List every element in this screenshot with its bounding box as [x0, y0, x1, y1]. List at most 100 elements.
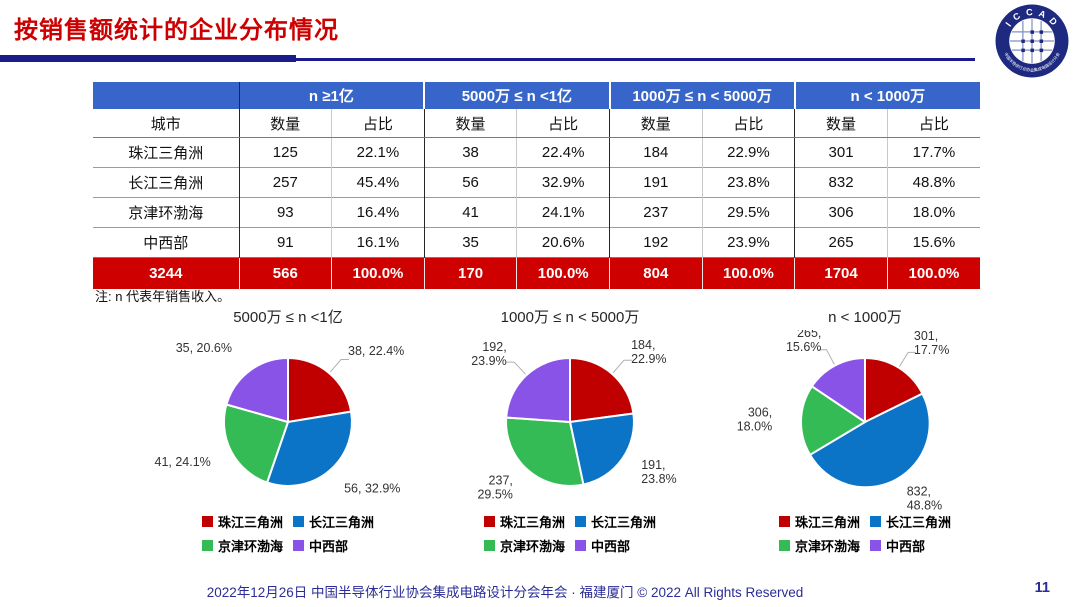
- legend-swatch-icon: [293, 540, 304, 551]
- pie-data-label: 265, 15.6%: [786, 330, 821, 354]
- column-group-header: n < 1000万: [793, 82, 980, 109]
- legend-label: 珠江三角洲: [794, 515, 860, 530]
- legend-label: 京津环渤海: [217, 539, 283, 554]
- table-total-row: 3244 566 100.0% 170 100.0% 804 100.0% 1704 100.0…: [93, 257, 980, 289]
- table-cell: 22.1%: [331, 137, 425, 168]
- legend-label: 长江三角洲: [591, 515, 657, 530]
- table-cell: 23.8%: [701, 167, 796, 198]
- table-row-city-cell: 长江三角洲: [93, 167, 240, 198]
- pie-block-3: n < 1000万 301, 17.7% 832, 48.8% 306, 18.0% 265…: [715, 306, 1015, 555]
- table-cell: 20.6%: [516, 227, 610, 258]
- pie-slice-珠江三角洲: [864, 356, 924, 423]
- table-row: 中西部 91 16.1% 35 20.6% 192 23.9% 265 15.6%: [93, 227, 980, 258]
- legend-item-京津环渤海: 京津环渤海: [778, 536, 860, 555]
- table-cell: 184: [643, 144, 669, 161]
- pie-data-label: 192, 23.9%: [471, 340, 506, 368]
- legend-label: 中西部: [591, 539, 631, 554]
- column-group-header: 5000万 ≤ n <1亿: [423, 82, 610, 109]
- legend-swatch-icon: [778, 540, 790, 551]
- legend-label: 珠江三角洲: [217, 515, 283, 530]
- pie-slice-长江三角洲: [809, 392, 931, 489]
- pie-data-label: 301, 17.7%: [914, 330, 949, 357]
- legend-item-珠江三角洲: 珠江三角洲: [201, 512, 283, 531]
- pie-slice-中西部: [810, 357, 866, 423]
- legend-label: 长江三角洲: [886, 515, 952, 530]
- legend-item-长江三角洲: 长江三角洲: [293, 512, 374, 531]
- table-cell: 41: [424, 197, 517, 228]
- city-column-header: 城市: [93, 109, 240, 138]
- table-cell: 192: [609, 227, 703, 258]
- pie-data-label: 832, 48.8%: [907, 484, 942, 512]
- share-subheader: 占比: [331, 109, 425, 138]
- pie-title-3: n < 1000万: [828, 309, 902, 326]
- legend-swatch-icon: [778, 516, 790, 527]
- table-row: 珠江三角洲 125 22.1% 38 22.4% 184 22.9% 301 17.7%: [93, 137, 980, 168]
- legend-swatch-icon: [483, 516, 495, 527]
- pie-chart-1: 38, 22.4% 56, 32.9% 41, 24.1% 35, 20.6%: [155, 341, 405, 496]
- table-row-city-cell: 中西部: [93, 227, 240, 258]
- legend-item-中西部: 中西部: [575, 536, 656, 555]
- table-cell: 832: [794, 167, 888, 198]
- column-group-header: 1000万 ≤ n < 5000万: [608, 82, 795, 109]
- table-cell: 191: [609, 167, 703, 198]
- pie-chart-2: 184, 22.9% 191, 23.8% 237, 29.5% 192, 23.9%: [471, 338, 676, 502]
- sales-distribution-table: n ≥1亿 5000万 ≤ n <1亿 1000万 ≤ n < 5000万 n < 1…: [93, 82, 980, 289]
- table-cell: 265: [794, 227, 888, 258]
- table-cell: 56: [424, 167, 517, 198]
- column-group-header: n ≥1亿: [239, 82, 425, 109]
- pie-data-label: 35, 20.6%: [176, 341, 232, 355]
- title-underline-thick: [0, 55, 296, 62]
- table-cell: 16.4%: [331, 197, 425, 228]
- table-cell: 100.0%: [886, 257, 980, 289]
- legend-swatch-icon: [483, 540, 495, 551]
- label-leader-line: [898, 351, 917, 367]
- footer-text: 2022年12月26日 中国半导体行业协会集成电路设计分会年会 · 福建厦门 ©…: [206, 585, 804, 600]
- table-total-row-city-cell: 3244: [93, 257, 239, 289]
- legend-label: 中西部: [309, 539, 349, 554]
- pie-slice-京津环渤海: [505, 416, 585, 488]
- pie-slice-长江三角洲: [569, 412, 635, 486]
- table-cell: 1704: [794, 257, 888, 289]
- legend-swatch-icon: [293, 516, 304, 527]
- legend-swatch-icon: [870, 516, 881, 527]
- table-cell: 45.4%: [331, 167, 425, 198]
- pie-block-1: 5000万 ≤ n <1亿 38, 22.4% 56, 32.9% 41, 24.1…: [138, 306, 438, 555]
- pie-legend-3: 珠江三角洲 长江三角洲京津环渤海 中西部: [778, 512, 951, 555]
- table-cell: 237: [609, 197, 703, 228]
- table-cell: 100.0%: [516, 257, 610, 289]
- legend-item-中西部: 中西部: [293, 536, 374, 555]
- legend-item-珠江三角洲: 珠江三角洲: [778, 512, 860, 531]
- title-underline-thin: [296, 58, 975, 61]
- share-subheader: 占比: [516, 109, 610, 138]
- pie-legend-1: 珠江三角洲 长江三角洲 京津环渤海 中西部: [201, 512, 374, 555]
- pie-slice-中西部: [225, 357, 289, 423]
- table-cell: 125: [272, 144, 298, 161]
- legend-item-中西部: 中西部: [870, 536, 951, 555]
- table-group-header-row: n ≥1亿 5000万 ≤ n <1亿 1000万 ≤ n < 5000万 n < 1…: [93, 82, 980, 109]
- table-cell: 24.1%: [516, 197, 610, 228]
- pie-slice-长江三角洲: [266, 410, 353, 487]
- table-row-city-cell: 京津环渤海: [93, 197, 240, 228]
- legend-swatch-icon: [870, 540, 881, 551]
- legend-swatch-icon: [201, 540, 213, 551]
- pie-slice-京津环渤海: [222, 403, 289, 484]
- table-cell: 15.6%: [886, 227, 980, 258]
- table-cell: 29.5%: [701, 197, 796, 228]
- pie-block-2: 1000万 ≤ n < 5000万 184, 22.9% 191, 23.8% 237,…: [420, 306, 720, 555]
- count-subheader: 数量: [794, 109, 888, 138]
- table-cell: 35: [424, 227, 517, 258]
- legend-item-长江三角洲: 长江三角洲: [575, 512, 656, 531]
- legend-item-长江三角洲: 长江三角洲: [870, 512, 951, 531]
- sales-table-container: n ≥1亿 5000万 ≤ n <1亿 1000万 ≤ n < 5000万 n < 1…: [93, 82, 980, 289]
- table-cell: 566: [238, 257, 332, 289]
- count-subheader: 数量: [609, 109, 703, 138]
- page-title: 按销售额统计的企业分布情况: [14, 17, 339, 44]
- table-cell: 257: [239, 167, 332, 198]
- legend-swatch-icon: [201, 516, 213, 527]
- table-cell: 23.9%: [701, 227, 796, 258]
- label-leader-line: [818, 349, 835, 365]
- pie-title-2: 1000万 ≤ n < 5000万: [500, 309, 640, 326]
- label-leader-line: [329, 359, 349, 373]
- table-subheader-row: 城市 数量 占比 数量 占比 数量 占比 数量 占比: [93, 109, 980, 138]
